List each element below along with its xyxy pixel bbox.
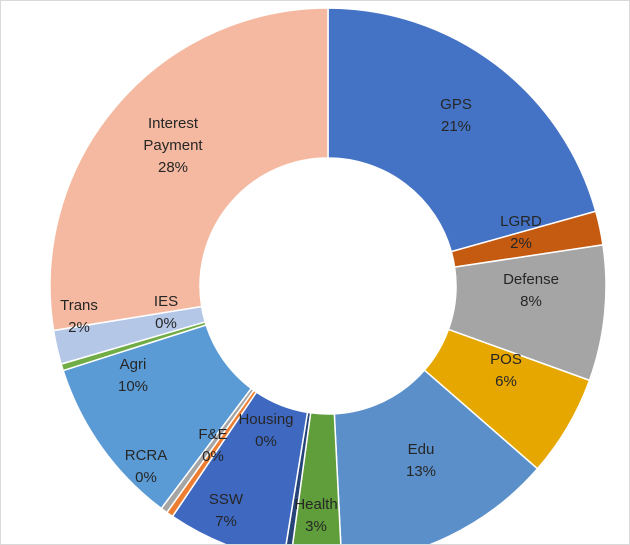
- slice-label: Defense 8%: [483, 269, 579, 313]
- category-name: Defense: [503, 271, 559, 288]
- slice-label: Housing 0%: [218, 409, 314, 453]
- category-name: RCRA: [124, 447, 168, 464]
- slice-label: Health 3%: [268, 494, 364, 538]
- donut-slice: [333, 369, 539, 544]
- category-name: Edu: [407, 441, 435, 458]
- value-label: 28%: [157, 159, 189, 176]
- category-name: LGRD: [500, 213, 542, 230]
- slice-label: Interest Payment 28%: [125, 113, 221, 179]
- value-label: 0%: [255, 433, 277, 450]
- category-name: Housing: [238, 411, 294, 428]
- category-name: IES: [153, 293, 179, 310]
- category-name: GPS: [440, 96, 472, 113]
- slice-label: Edu 13%: [373, 439, 469, 483]
- category-name: F&E: [198, 426, 228, 443]
- slice-label: SSW 7%: [178, 489, 274, 533]
- slice-label: RCRA 0%: [98, 445, 194, 489]
- slice-label: Trans 2%: [31, 295, 127, 339]
- slice-label: IES 0%: [118, 291, 214, 335]
- value-label: 10%: [117, 378, 149, 395]
- category-name: Interest Payment: [143, 115, 203, 154]
- value-label: 7%: [215, 513, 237, 530]
- value-label: 2%: [510, 235, 532, 252]
- slice-label: LGRD 2%: [473, 211, 569, 255]
- donut-slice: [327, 7, 597, 253]
- slice-label: GPS 21%: [408, 94, 504, 138]
- value-label: 0%: [202, 448, 224, 465]
- value-label: 6%: [495, 373, 517, 390]
- value-label: 0%: [135, 469, 157, 486]
- value-label: 2%: [68, 319, 90, 336]
- category-name: POS: [490, 351, 522, 368]
- category-name: SSW: [208, 491, 244, 508]
- slice-label: POS 6%: [458, 349, 554, 393]
- category-name: Agri: [119, 356, 147, 373]
- value-label: 0%: [155, 315, 177, 332]
- value-label: 13%: [405, 463, 437, 480]
- donut-slice: [49, 7, 329, 332]
- category-name: Trans: [60, 297, 98, 314]
- value-label: 8%: [520, 293, 542, 310]
- slice-label: F&E 0%: [165, 424, 261, 468]
- value-label: 3%: [305, 518, 327, 535]
- category-name: Health: [294, 496, 338, 513]
- value-label: 21%: [440, 118, 472, 135]
- slice-label: Agri 10%: [85, 354, 181, 398]
